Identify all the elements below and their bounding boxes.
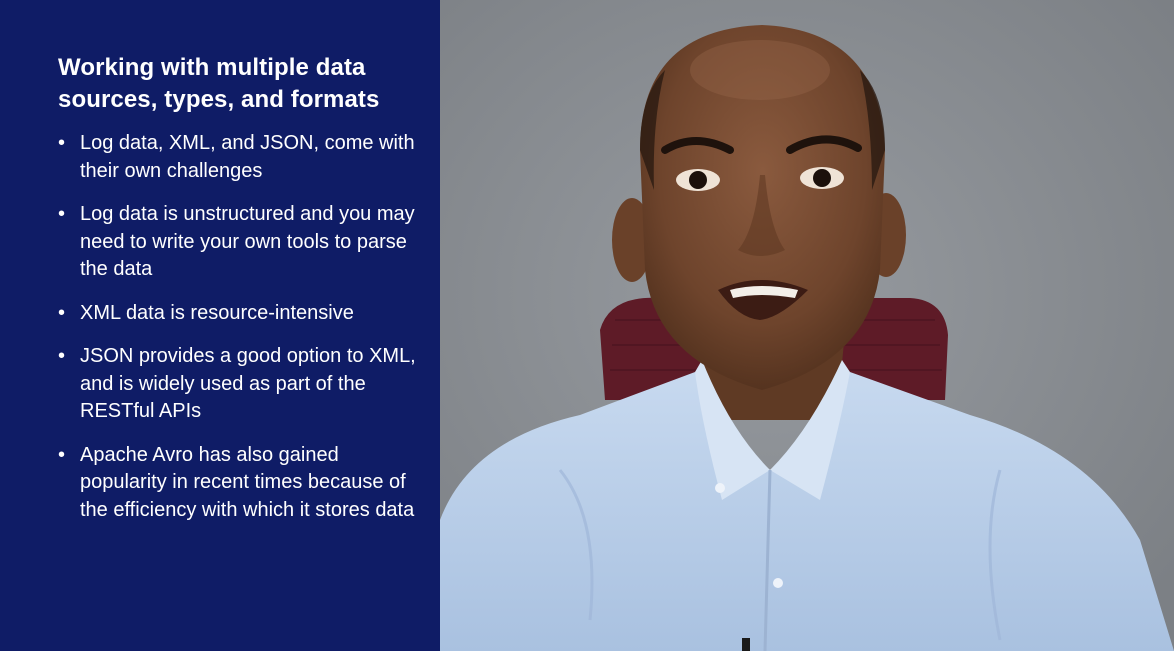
bullet-text: XML data is resource-intensive: [80, 301, 354, 324]
speaker-ear-left: [612, 198, 652, 282]
bullet-item: • JSON provides a good option to XML, an…: [58, 343, 420, 426]
bullet-text: Log data, XML, and JSON, come with their…: [80, 132, 415, 182]
bullet-dot-icon: •: [58, 301, 66, 324]
speaker-eyebrow-right: [786, 135, 862, 154]
speaker-figure: [440, 0, 1174, 651]
bullet-dot-icon: •: [58, 345, 66, 367]
bullet-dot-icon: •: [58, 203, 66, 225]
shirt-button: [773, 578, 783, 588]
speaker-eyebrow-left: [661, 137, 734, 154]
bullet-item: • Log data, XML, and JSON, come with the…: [58, 130, 420, 185]
lapel-microphone: [742, 638, 750, 651]
slide-title: Working with multiple data sources, type…: [58, 54, 380, 113]
speaker-video: [440, 0, 1174, 651]
bullet-item: • Apache Avro has also gained popularity…: [58, 442, 420, 525]
bullet-item: • XML data is resource-intensive: [58, 300, 420, 328]
bullet-dot-icon: •: [58, 132, 66, 154]
shirt-button: [715, 483, 725, 493]
bullet-text: Log data is unstructured and you may nee…: [80, 203, 415, 280]
shirt-collar-left: [695, 360, 770, 500]
shirt-collar-right: [770, 360, 850, 500]
speaker-nose: [738, 175, 785, 256]
bullet-dot-icon: •: [58, 443, 66, 466]
bullet-text: JSON provides a good option to XML, and …: [80, 345, 416, 422]
slide-panel: Working with multiple data sources, type…: [0, 0, 440, 651]
bullet-list: • Log data, XML, and JSON, come with the…: [58, 130, 420, 524]
bullet-item: • Log data is unstructured and you may n…: [58, 201, 420, 284]
bullet-text: Apache Avro has also gained popularity i…: [80, 443, 415, 521]
